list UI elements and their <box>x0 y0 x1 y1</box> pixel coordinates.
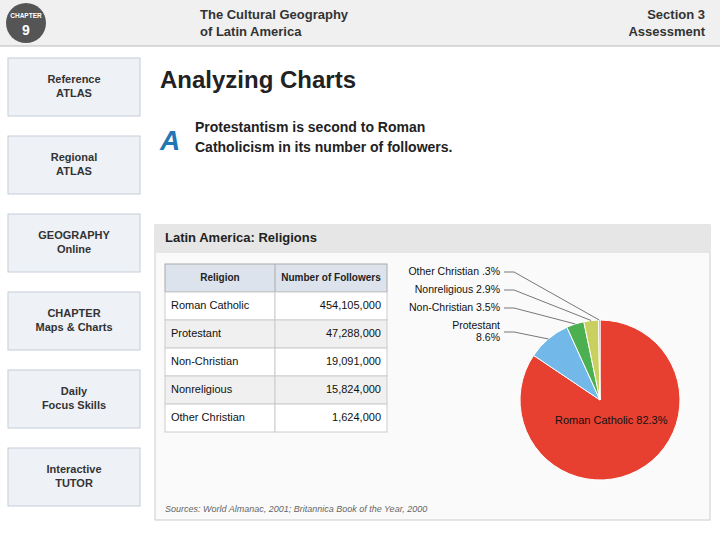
sidebar-label: Reference ATLAS <box>47 73 100 99</box>
table-cell <box>165 320 275 348</box>
text-line: GEOGRAPHY <box>38 229 110 241</box>
sidebar-label: Interactive TUTOR <box>46 463 101 489</box>
table-header <box>165 264 387 292</box>
slice-label: Nonreligious 2.9% <box>415 283 500 295</box>
leader-line <box>504 290 591 320</box>
answer-letter: A <box>159 125 180 156</box>
table-header-text: Religion <box>200 272 239 283</box>
text-line: Maps & Charts <box>35 321 112 333</box>
table-text: Other Christian <box>171 411 245 423</box>
table-cell <box>275 348 387 376</box>
header-section: Assessment <box>628 24 705 39</box>
sidebar-label: Regional ATLAS <box>51 151 97 177</box>
table-text: 15,824,000 <box>326 383 381 395</box>
sidebar-button <box>8 58 140 116</box>
slice-label: Protestant8.6% <box>452 319 500 343</box>
table-text: 19,091,000 <box>326 355 381 367</box>
table-text: Nonreligious <box>171 383 233 395</box>
slice-label: Roman Catholic 82.3% <box>555 414 668 426</box>
text-line: Roman Catholic 82.3% <box>555 414 668 426</box>
sidebar-label: CHAPTER Maps & Charts <box>35 307 112 333</box>
sidebar-button <box>8 448 140 506</box>
table-cell <box>275 376 387 404</box>
source: Sources: World Almanac, 2001; Britannica… <box>165 504 427 514</box>
table-cell <box>275 292 387 320</box>
table-text: 1,624,000 <box>332 411 381 423</box>
text-line: Focus Skills <box>42 399 106 411</box>
text-line: 8.6% <box>476 331 500 343</box>
table-text: Protestant <box>171 327 221 339</box>
text-line: Nonreligious 2.9% <box>415 283 500 295</box>
table-cell <box>275 320 387 348</box>
text-line: Reference <box>47 73 100 85</box>
text-line: CHAPTER <box>47 307 100 319</box>
text-line: Protestant <box>452 319 500 331</box>
leader-line <box>504 272 599 320</box>
text-line: Other Christian .3% <box>408 265 500 277</box>
chapter-label: CHAPTER <box>10 12 42 19</box>
table-cell <box>275 404 387 432</box>
sidebar-button <box>8 370 140 428</box>
table-header-text: Number of Followers <box>281 272 381 283</box>
text-line: TUTOR <box>55 477 93 489</box>
answer-text: Protestantism is second to Roman <box>195 119 425 135</box>
page: CHAPTER 9 The Cultural Geography of Latin A… <box>0 0 720 540</box>
text-line: Non-Christian 3.5% <box>409 301 500 313</box>
header-section: Section 3 <box>647 7 705 22</box>
text-line: ATLAS <box>56 165 92 177</box>
title: Analyzing Charts <box>160 66 356 93</box>
text-line: Daily <box>61 385 88 397</box>
header-rule <box>0 46 720 47</box>
slice-label: Other Christian .3% <box>408 265 500 277</box>
header-title: The Cultural Geography <box>200 7 349 22</box>
pie <box>520 320 680 480</box>
text-line: ATLAS <box>56 87 92 99</box>
table-cell <box>165 376 275 404</box>
text-line: Online <box>57 243 91 255</box>
table-divider <box>275 264 276 292</box>
table-cell <box>165 404 275 432</box>
table-text: 47,288,000 <box>326 327 381 339</box>
chart-title: Latin America: Religions <box>165 230 317 245</box>
sidebar-label: Daily Focus Skills <box>42 385 106 411</box>
chart-panel <box>155 225 710 520</box>
sidebar-label: GEOGRAPHY Online <box>38 229 110 255</box>
chart-title-bar <box>155 225 710 253</box>
header-title: of Latin America <box>200 24 302 39</box>
answer-text: Catholicism in its number of followers. <box>195 139 452 155</box>
table-text: Non-Christian <box>171 355 238 367</box>
pie-slice <box>520 320 680 480</box>
table-text: 454,105,000 <box>320 299 381 311</box>
leader-line <box>504 332 548 339</box>
text-line: Regional <box>51 151 97 163</box>
table-cell <box>165 348 275 376</box>
sidebar-button <box>8 214 140 272</box>
table-text: Roman Catholic <box>171 299 250 311</box>
header-bar <box>0 0 720 46</box>
chapter-badge <box>6 3 46 43</box>
chapter-number: 9 <box>22 22 30 38</box>
pie-slice <box>598 320 600 400</box>
sidebar-button <box>8 136 140 194</box>
text-line: Interactive <box>46 463 101 475</box>
slice-label: Non-Christian 3.5% <box>409 301 500 313</box>
table-cell <box>165 292 275 320</box>
sidebar-button <box>8 292 140 350</box>
pie-slice <box>584 320 600 400</box>
